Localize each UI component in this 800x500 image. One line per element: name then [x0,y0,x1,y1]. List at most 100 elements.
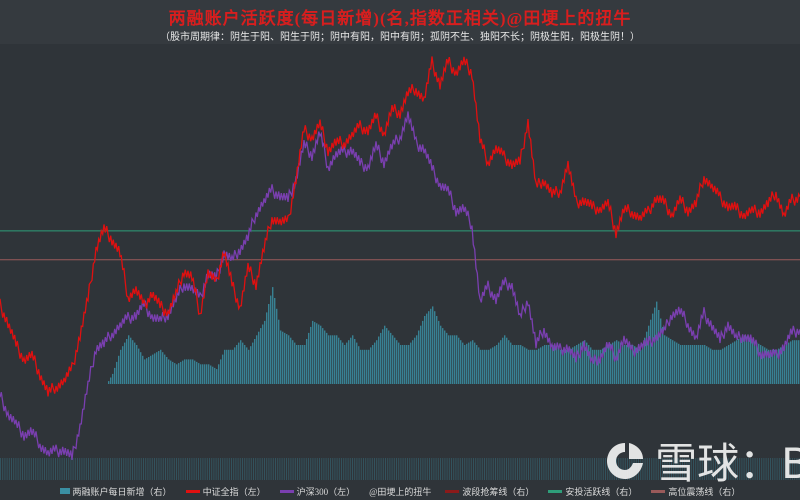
margin-bar [180,361,182,384]
margin-bar [580,342,582,384]
margin-bar [206,364,208,384]
footer-tick [81,458,83,480]
margin-bar [596,349,598,384]
margin-bar [428,311,430,384]
margin-bar [468,342,470,384]
margin-bar [278,319,280,384]
footer-tick [585,458,587,480]
margin-bar [338,337,340,384]
footer-tick [785,458,787,480]
chart-legend: 两融账户每日新增（右） 中证全指（左） 沪深300（左） @田埂上的扭牛 波段抢筹线（右… [0,483,800,499]
margin-bar [124,342,126,384]
footer-tick [343,458,345,480]
footer-tick [253,458,254,480]
footer-tick [543,458,545,480]
footer-tick [728,458,730,480]
margin-bar [112,373,114,384]
margin-bar [574,346,576,384]
margin-bar [452,335,454,384]
footer-tick [26,458,28,480]
footer-tick [96,458,98,480]
margin-bar [350,337,352,384]
footer-tick [627,458,628,480]
margin-bar [208,364,210,384]
margin-bar [360,349,362,384]
footer-tick [448,458,450,480]
margin-bar [732,342,734,384]
footer-tick [217,458,219,480]
margin-bar [156,352,158,384]
footer-tick [367,458,369,480]
legend-swatch [445,489,460,493]
margin-bar [758,343,760,384]
margin-bar [676,342,678,384]
footer-tick [363,458,364,480]
footer-tick [325,458,327,480]
margin-bar [586,342,588,384]
margin-bar [118,355,120,384]
footer-tick [316,458,318,480]
footer-tick [63,458,65,480]
margin-bar [186,359,188,384]
footer-tick [261,458,263,480]
margin-bar [220,359,222,384]
margin-bar [786,343,788,384]
margin-bar [336,335,338,384]
footer-tick [554,458,556,480]
footer-tick [41,458,43,480]
margin-bar [210,365,212,384]
margin-bar [530,349,532,384]
footer-tick [642,458,644,480]
margin-bar [126,339,128,384]
footer-tick [437,458,439,480]
margin-bar [690,345,692,384]
margin-bar [286,334,288,384]
margin-bar [738,339,740,384]
margin-bar [280,330,282,384]
footer-tick [583,458,584,480]
margin-bar [656,301,658,384]
margin-bar [666,336,668,384]
margin-bar [742,336,744,384]
margin-bar [138,348,140,384]
footer-tick [105,458,107,480]
footer-tick [697,458,699,480]
margin-bar [296,345,298,384]
margin-bar [734,341,736,384]
footer-tick [578,458,580,480]
margin-bar [556,347,558,384]
margin-bar [754,341,756,384]
margin-bar [516,345,518,384]
footer-tick [222,458,224,480]
margin-bar [356,342,358,384]
snowball-logo-icon [607,442,644,479]
footer-tick [426,458,428,480]
margin-bar [514,345,516,384]
margin-bar [386,328,388,384]
footer-tick [673,458,675,480]
margin-bar [708,347,710,384]
footer-tick [607,458,609,480]
margin-bar [526,348,528,384]
footer-tick [499,458,501,480]
footer-tick [173,458,175,480]
footer-tick [556,458,558,480]
margin-bar [678,343,680,384]
margin-bar [664,335,666,384]
margin-bar [170,360,172,384]
legend-label: 高位震荡线（右） [668,486,741,497]
footer-tick [321,458,323,480]
title-band [0,0,800,44]
margin-bar [354,339,356,384]
margin-bar [388,330,390,384]
footer-tick [523,458,525,480]
footer-tick [776,458,778,480]
margin-bar [570,348,572,384]
margin-bar [406,345,408,384]
margin-bar [436,316,438,384]
margin-bar [288,335,290,384]
margin-bar [162,352,164,384]
footer-tick [61,458,63,480]
footer-tick [453,458,455,480]
footer-tick [369,458,371,480]
